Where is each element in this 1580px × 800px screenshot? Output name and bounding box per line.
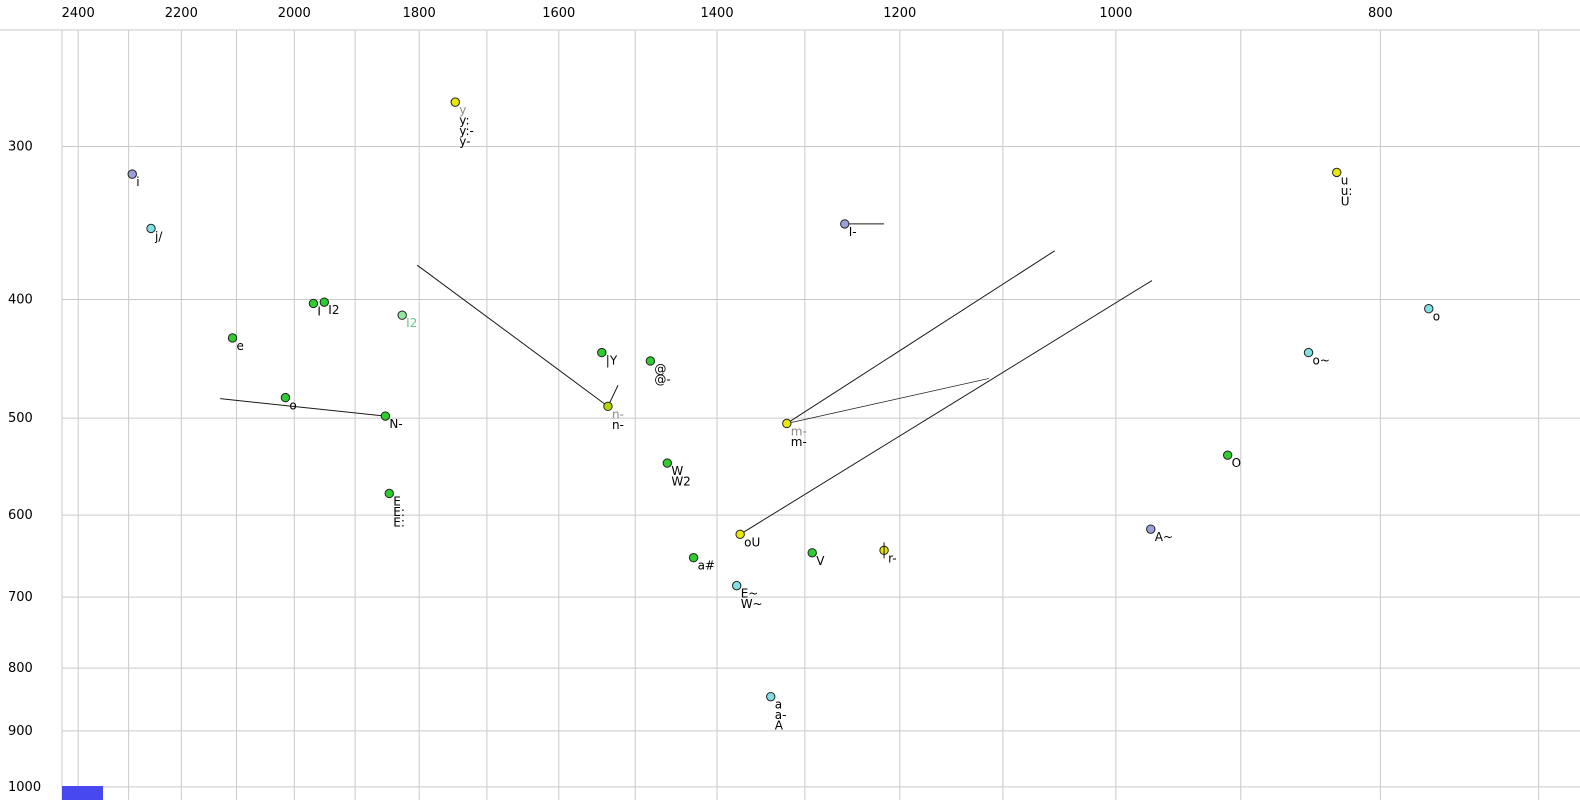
data-point[interactable] — [127, 169, 137, 179]
point-label: O — [1232, 456, 1241, 470]
point-label: o — [289, 399, 296, 413]
data-point[interactable] — [597, 347, 607, 358]
trajectory-line — [786, 378, 990, 424]
y-tick-label: 400 — [8, 292, 33, 307]
point-label: m- — [791, 435, 807, 449]
x-tick-label: 2200 — [165, 6, 198, 21]
point-label: e — [237, 339, 244, 353]
x-tick-label: 1000 — [1099, 6, 1132, 21]
data-point[interactable] — [308, 298, 319, 309]
data-point[interactable] — [1424, 304, 1434, 314]
point-label: |Y — [606, 354, 618, 368]
data-point[interactable] — [688, 553, 699, 563]
point-label: A~ — [1155, 530, 1173, 544]
point-label: E~ — [741, 587, 759, 601]
data-point[interactable] — [1146, 524, 1156, 534]
x-tick-label: 1800 — [403, 6, 436, 21]
data-point[interactable] — [603, 401, 613, 412]
x-tick-label: 800 — [1368, 6, 1393, 21]
data-point[interactable] — [766, 691, 776, 702]
x-tick-label: 1200 — [883, 6, 916, 21]
point-label: u — [1341, 173, 1349, 187]
point-label: a — [775, 698, 782, 712]
y-tick-label: 700 — [8, 590, 33, 605]
point-label: m- — [791, 424, 807, 438]
data-point[interactable] — [1222, 450, 1233, 460]
point-label: r- — [888, 551, 897, 565]
data-point[interactable] — [146, 223, 156, 234]
point-label: y: — [459, 114, 469, 128]
data-point[interactable] — [807, 548, 817, 558]
y-tick-label: 600 — [8, 508, 33, 523]
point-label: E: — [393, 515, 405, 529]
point-label: W~ — [741, 597, 763, 611]
point-label: E — [393, 494, 401, 508]
data-point[interactable] — [227, 333, 238, 343]
data-point[interactable] — [319, 297, 330, 307]
point-label: oU — [744, 535, 760, 549]
data-point[interactable] — [450, 97, 460, 107]
point-label: j/ — [154, 229, 163, 243]
data-point[interactable] — [380, 411, 391, 421]
y-tick-label: 1000 — [8, 780, 41, 795]
scrollbar-thumb[interactable] — [62, 786, 103, 800]
point-label: E: — [393, 505, 405, 519]
point-label: a- — [775, 708, 787, 722]
point-label: W2 — [671, 475, 691, 489]
point-label: y — [459, 103, 466, 117]
x-tick-label: 1600 — [542, 6, 575, 21]
point-label: i — [136, 175, 139, 189]
point-label: @- — [654, 372, 670, 386]
point-label: n- — [612, 418, 624, 432]
data-point[interactable] — [662, 458, 673, 468]
trajectory-line — [739, 280, 1153, 535]
point-label: W — [671, 464, 683, 478]
data-point[interactable] — [645, 356, 656, 366]
data-point[interactable] — [731, 580, 742, 591]
x-tick-label: 2000 — [278, 6, 311, 21]
y-tick-label: 300 — [8, 139, 33, 154]
point-label: a# — [698, 559, 715, 573]
point-label: N- — [389, 417, 402, 431]
point-label: V — [816, 554, 825, 568]
y-tick-label: 800 — [8, 661, 33, 676]
point-label: o~ — [1313, 354, 1330, 368]
data-point[interactable] — [840, 219, 850, 229]
trajectory-line — [416, 264, 609, 407]
data-point[interactable] — [735, 529, 745, 540]
point-label: I2 — [406, 316, 417, 330]
y-tick-label: 500 — [8, 411, 33, 426]
point-label: I2 — [328, 303, 339, 317]
x-tick-label: 2400 — [62, 6, 95, 21]
point-label: I- — [849, 225, 857, 239]
point-label: y:- — [459, 124, 474, 138]
data-point[interactable] — [397, 310, 407, 320]
data-point[interactable] — [280, 392, 291, 403]
data-point[interactable] — [384, 488, 394, 499]
point-label: u: — [1341, 184, 1353, 198]
data-point[interactable] — [1303, 347, 1314, 358]
point-label: n- — [612, 407, 624, 421]
trajectory-line — [786, 250, 1055, 424]
point-label: U — [1341, 194, 1350, 208]
data-point[interactable] — [782, 418, 792, 429]
x-tick-label: 1400 — [701, 6, 734, 21]
data-point[interactable] — [1332, 167, 1342, 178]
point-label: @ — [654, 362, 666, 376]
point-label: o — [1433, 310, 1440, 324]
point-label: y- — [459, 135, 470, 149]
point-label: I — [317, 304, 321, 318]
trajectory-line — [220, 398, 386, 417]
point-label: A — [775, 719, 784, 733]
y-tick-label: 900 — [8, 724, 33, 739]
